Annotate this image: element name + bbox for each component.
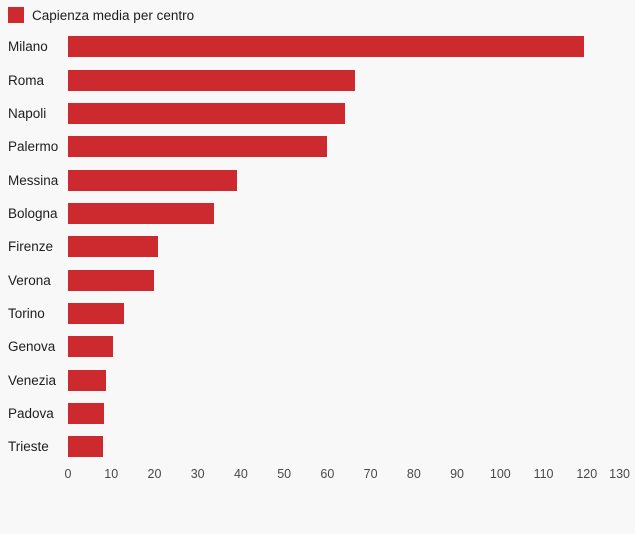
x-axis-tick-label: 40 xyxy=(233,467,248,482)
bar-track: 59,9 xyxy=(68,136,630,158)
bar-row: Napoli 64 xyxy=(0,97,635,130)
bar-row: Messina 39,1 xyxy=(0,163,635,196)
x-axis-tick-label: 110 xyxy=(533,467,554,482)
bar-track: 64 xyxy=(68,102,630,124)
bar-track: 8,1 xyxy=(68,436,630,458)
category-label: Napoli xyxy=(8,105,47,121)
bar: 66,3 xyxy=(68,69,355,91)
bar-track: 8,7 xyxy=(68,369,630,391)
bar-track: 39,1 xyxy=(68,169,630,191)
x-axis-tick-label: 70 xyxy=(363,467,378,482)
x-axis-tick-label: 30 xyxy=(190,467,205,482)
bar-row: Firenze 20,8 xyxy=(0,230,635,263)
x-axis-tick-label: 50 xyxy=(277,467,292,482)
bar-row: Venezia 8,7 xyxy=(0,363,635,396)
plot-area: Milano 119,3 Roma 66,3 Napoli 64 Palermo 59,9 Me… xyxy=(0,30,635,463)
category-label: Padova xyxy=(8,405,54,421)
bar-track: 8,3 xyxy=(68,402,630,424)
bar-row: Padova 8,3 xyxy=(0,397,635,430)
bar: 8,7 xyxy=(68,369,106,391)
bar: 119,3 xyxy=(68,36,584,58)
bar-track: 19,8 xyxy=(68,269,630,291)
category-label: Venezia xyxy=(8,372,57,388)
bar-track: 66,3 xyxy=(68,69,630,91)
bar: 59,9 xyxy=(68,136,327,158)
x-axis-tick-label: 10 xyxy=(104,467,119,482)
bar-row: Verona 19,8 xyxy=(0,263,635,296)
bar-row: Torino 12,9 xyxy=(0,297,635,330)
bar: 20,8 xyxy=(68,236,158,258)
category-label: Milano xyxy=(8,39,48,55)
category-label: Verona xyxy=(8,272,51,288)
category-label: Messina xyxy=(8,172,59,188)
category-label: Torino xyxy=(8,305,45,321)
bar: 12,9 xyxy=(68,302,124,324)
x-axis-tick-label: 0 xyxy=(64,467,72,482)
bar: 33,8 xyxy=(68,202,215,224)
legend-label: Capienza media per centro xyxy=(32,7,195,23)
bar: 64 xyxy=(68,102,345,124)
x-axis: 0 10 20 30 40 50 60 70 80 90 100 110 120 130 xyxy=(64,467,630,482)
bar: 8,1 xyxy=(68,436,104,458)
category-label: Roma xyxy=(8,72,45,88)
bar-track: 33,8 xyxy=(68,202,630,224)
category-label: Firenze xyxy=(8,239,54,255)
bar-row: Milano 119,3 xyxy=(0,30,635,63)
bar-row: Roma 66,3 xyxy=(0,63,635,96)
bar: 8,3 xyxy=(68,402,104,424)
bar: 10,3 xyxy=(68,336,113,358)
category-label: Genova xyxy=(8,339,56,355)
x-axis-tick-label: 100 xyxy=(489,467,511,482)
bar-track: 12,9 xyxy=(68,302,630,324)
bar-row: Bologna 33,8 xyxy=(0,197,635,230)
bar: 19,8 xyxy=(68,269,154,291)
bar-track: 20,8 xyxy=(68,236,630,258)
category-label: Bologna xyxy=(8,205,58,221)
bar-track: 119,3 xyxy=(68,36,630,58)
category-label: Palermo xyxy=(8,139,59,155)
x-axis-tick-label: 80 xyxy=(406,467,421,482)
category-label: Trieste xyxy=(8,439,49,455)
legend-swatch xyxy=(8,7,24,23)
x-axis-tick-label: 90 xyxy=(450,467,465,482)
bar-row: Palermo 59,9 xyxy=(0,130,635,163)
x-axis-tick-label: 130 xyxy=(609,467,630,482)
bar-row: Genova 10,3 xyxy=(0,330,635,363)
x-axis-tick-label: 60 xyxy=(320,467,335,482)
x-axis-tick-label: 20 xyxy=(147,467,162,482)
bar: 39,1 xyxy=(68,169,238,191)
bar-track: 10,3 xyxy=(68,336,630,358)
bar-row: Trieste 8,1 xyxy=(0,430,635,463)
legend: Capienza media per centro xyxy=(0,0,635,30)
x-axis-tick-label: 120 xyxy=(576,467,598,482)
